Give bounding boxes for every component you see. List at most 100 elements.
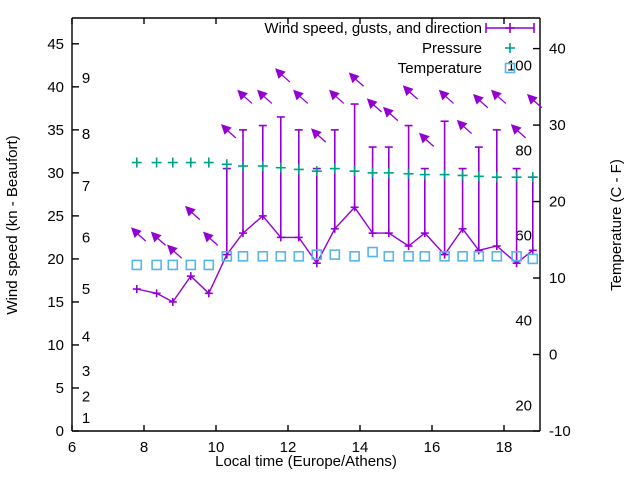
arrow-tail bbox=[354, 77, 365, 87]
wind-direction-arrow bbox=[311, 128, 327, 143]
y-tick-label-left: 30 bbox=[47, 165, 64, 182]
temperature-marker bbox=[221, 251, 233, 262]
wind-direction-arrow bbox=[167, 244, 183, 259]
y-tick-label-left: 0 bbox=[56, 423, 64, 440]
temperature-marker bbox=[167, 259, 179, 271]
wind-direction-arrow bbox=[203, 231, 219, 246]
axis-tick-labels: 6 8 10 12 14 16 18051015202530354045-100102030… bbox=[47, 36, 570, 456]
arrow-tail bbox=[316, 133, 327, 143]
y-axis-right-title: Temperature (C - F) bbox=[608, 159, 625, 291]
x-tick-label: 16 bbox=[424, 439, 441, 456]
temperature-marker bbox=[257, 251, 269, 262]
y-tick-label-fahrenheit: 40 bbox=[515, 313, 532, 330]
wind-direction-arrow bbox=[366, 98, 383, 113]
y-tick-label-left: 45 bbox=[47, 36, 64, 53]
y-axis-left-title: Wind speed (kn - Beaufort) bbox=[4, 135, 21, 314]
x-axis-title: Local time (Europe/Athens) bbox=[215, 453, 397, 470]
temperature-marker bbox=[311, 249, 323, 260]
plot-frame bbox=[71, 17, 541, 432]
arrow-tail bbox=[532, 99, 543, 109]
x-tick-label: 14 bbox=[352, 439, 369, 456]
y-tick-label-celsius: 10 bbox=[549, 270, 566, 287]
arrow-tail bbox=[136, 232, 147, 242]
temperature-marker bbox=[203, 259, 215, 271]
chart-legend: Wind speed, gusts, and direction Pressure… bbox=[264, 20, 535, 77]
temperature-marker bbox=[275, 251, 287, 262]
x-tick-label: 18 bbox=[496, 439, 513, 456]
arrow-tail bbox=[156, 236, 167, 246]
wind-direction-arrow bbox=[275, 68, 291, 83]
legend-entry[interactable]: Pressure bbox=[422, 40, 515, 57]
y-tick-label-fahrenheit: 60 bbox=[515, 228, 532, 245]
arrow-tail bbox=[334, 94, 345, 104]
legend-label: Pressure bbox=[422, 40, 482, 57]
temperature-marker bbox=[419, 251, 431, 262]
legend-label: Temperature bbox=[398, 60, 482, 77]
y-tick-label-celsius: -10 bbox=[549, 423, 571, 440]
y-tick-label-left: 25 bbox=[47, 208, 64, 225]
y-tick-label-fahrenheit: 20 bbox=[515, 398, 532, 415]
wind-direction-arrow bbox=[131, 227, 147, 242]
temperature-marker bbox=[383, 251, 395, 262]
arrow-tail bbox=[478, 99, 489, 109]
temperature-marker bbox=[439, 251, 450, 262]
temperature-marker bbox=[491, 251, 503, 262]
y-tick-label-left: 40 bbox=[47, 79, 64, 96]
x-tick-label: 10 bbox=[208, 439, 225, 456]
wind-direction-arrow bbox=[257, 89, 273, 104]
temperature-marker bbox=[511, 251, 522, 262]
wind-direction-arrow bbox=[150, 231, 167, 246]
beaufort-label: 5 bbox=[82, 281, 90, 298]
arrow-tail bbox=[372, 103, 383, 113]
wind-direction-arrow bbox=[237, 89, 253, 104]
temperature-marker bbox=[367, 246, 378, 258]
arrow-tail bbox=[298, 94, 309, 104]
y-tick-label-left: 20 bbox=[47, 251, 64, 268]
legend-square-icon bbox=[504, 62, 516, 74]
wind-direction-arrow bbox=[383, 106, 399, 122]
wind-direction-arrow bbox=[527, 93, 543, 109]
wind-direction-arrow bbox=[348, 72, 365, 87]
x-tick-label: 6 bbox=[68, 439, 76, 456]
legend-entry[interactable]: Wind speed, gusts, and direction bbox=[264, 20, 535, 37]
arrow-tail bbox=[496, 94, 507, 104]
beaufort-label: 1 bbox=[82, 410, 90, 427]
legend-entry[interactable]: Temperature bbox=[398, 60, 516, 77]
data-series-layer bbox=[131, 68, 543, 306]
arrow-tail bbox=[280, 73, 291, 83]
x-tick-label: 8 bbox=[140, 439, 148, 456]
beaufort-label: 3 bbox=[82, 363, 90, 380]
wind-direction-arrow bbox=[456, 119, 473, 135]
wind-direction-arrow bbox=[185, 205, 201, 221]
temperature-marker bbox=[349, 251, 360, 262]
temperature-marker bbox=[237, 251, 249, 262]
wind-direction-arrow bbox=[221, 124, 237, 139]
legend-label: Wind speed, gusts, and direction bbox=[264, 20, 482, 37]
y-tick-label-left: 15 bbox=[47, 294, 64, 311]
x-tick-label: 12 bbox=[280, 439, 297, 456]
arrow-tail bbox=[424, 137, 435, 147]
beaufort-label: 6 bbox=[82, 229, 90, 246]
y-tick-label-celsius: 20 bbox=[549, 194, 566, 211]
temperature-marker bbox=[151, 259, 162, 271]
temperature-marker bbox=[329, 249, 341, 260]
beaufort-label: 4 bbox=[82, 328, 90, 345]
wind-direction-arrow bbox=[491, 89, 507, 104]
y-tick-label-celsius: 30 bbox=[549, 117, 566, 134]
arrow-tail bbox=[408, 90, 419, 100]
beaufort-label: 9 bbox=[82, 70, 90, 87]
arrow-tail bbox=[462, 125, 473, 135]
pressure-series bbox=[131, 157, 538, 183]
arrow-tail bbox=[226, 129, 237, 139]
axis-ticks bbox=[71, 18, 540, 432]
temperature-marker bbox=[131, 259, 143, 271]
wind-direction-arrow bbox=[329, 89, 345, 104]
y-tick-label-left: 10 bbox=[47, 337, 64, 354]
y-tick-label-fahrenheit: 100 bbox=[507, 58, 532, 75]
beaufort-scale-labels: 1 2 3 4 5 6 7 8 9 20 40 60 80 100 bbox=[82, 58, 532, 428]
temperature-marker bbox=[527, 253, 539, 265]
temperature-marker bbox=[185, 259, 197, 271]
wind-direction-arrow bbox=[293, 89, 309, 104]
